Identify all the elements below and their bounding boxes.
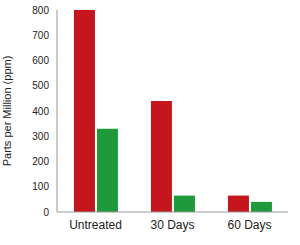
svg-text:500: 500 xyxy=(32,80,49,91)
svg-text:200: 200 xyxy=(32,156,49,167)
svg-text:0: 0 xyxy=(43,207,49,218)
svg-text:Parts per Million (ppm): Parts per Million (ppm) xyxy=(8,56,13,167)
svg-text:60 Days: 60 Days xyxy=(227,218,271,232)
svg-text:400: 400 xyxy=(32,106,49,117)
svg-text:300: 300 xyxy=(32,131,49,142)
svg-text:600: 600 xyxy=(32,55,49,66)
svg-text:700: 700 xyxy=(32,30,49,41)
svg-text:800: 800 xyxy=(32,5,49,16)
svg-text:100: 100 xyxy=(32,181,49,192)
svg-text:30 Days: 30 Days xyxy=(150,218,194,232)
svg-text:Untreated: Untreated xyxy=(69,218,122,232)
